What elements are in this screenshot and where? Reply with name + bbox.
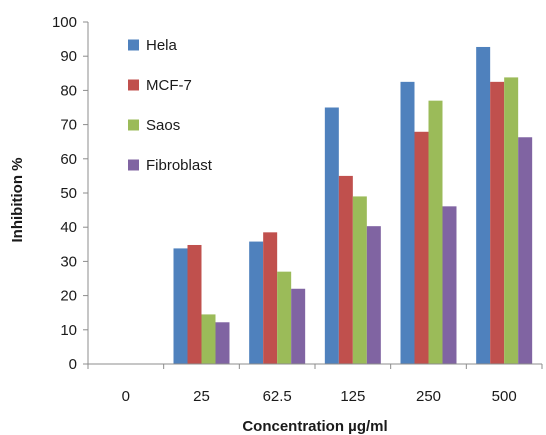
bar-hela-4: [400, 81, 415, 364]
x-tick-label: 25: [193, 388, 210, 405]
x-axis-title: Concentration µg/ml: [242, 418, 387, 435]
bar-hela-3: [324, 107, 339, 364]
bar-mcf-7-5: [490, 81, 505, 364]
bar-fibroblast-1: [215, 322, 230, 364]
bars-layer: [173, 46, 533, 365]
legend-swatch: [128, 159, 139, 171]
legend-swatch: [128, 39, 139, 51]
legend-label: Fibroblast: [146, 157, 213, 174]
bar-mcf-7-2: [263, 232, 278, 364]
bar-hela-1: [173, 248, 188, 364]
bar-saos-4: [428, 100, 443, 364]
y-tick-label: 0: [69, 356, 77, 373]
y-tick-label: 80: [60, 82, 77, 99]
bar-saos-5: [504, 77, 519, 365]
x-tick-label: 0: [122, 388, 130, 405]
bar-fibroblast-2: [291, 288, 306, 364]
y-ticks: 0 10 20 30 40 50 60 70 80 90 100: [52, 14, 88, 373]
legend-label: MCF-7: [146, 77, 192, 94]
bar-fibroblast-3: [366, 226, 381, 364]
x-tick-label: 500: [492, 388, 517, 405]
bar-mcf-7-4: [414, 131, 429, 364]
legend-swatch: [128, 119, 139, 131]
y-tick-label: 60: [60, 151, 77, 168]
y-tick-label: 10: [60, 322, 77, 339]
bar-saos-1: [201, 314, 216, 364]
legend-label: Hela: [146, 37, 178, 54]
bar-hela-5: [476, 46, 491, 364]
y-axis-title: Inhibition %: [9, 158, 26, 243]
bar-saos-2: [277, 271, 292, 364]
x-tick-label: 250: [416, 388, 441, 405]
y-tick-label: 50: [60, 185, 77, 202]
bar-mcf-7-1: [187, 244, 202, 364]
y-tick-label: 90: [60, 48, 77, 65]
x-ticks: 0 25 62.5 125 250 500: [87, 364, 543, 405]
bar-hela-2: [249, 241, 264, 364]
y-tick-label: 20: [60, 288, 77, 305]
y-tick-label: 100: [52, 14, 77, 31]
bar-fibroblast-5: [518, 137, 533, 364]
bar-mcf-7-3: [338, 175, 353, 364]
x-tick-label: 125: [340, 388, 365, 405]
y-tick-label: 40: [60, 219, 77, 236]
legend-swatch: [128, 79, 139, 91]
bar-fibroblast-4: [442, 206, 457, 364]
y-tick-label: 70: [60, 117, 77, 134]
bar-saos-3: [352, 196, 367, 364]
legend: Hela MCF-7 Saos Fibroblast: [128, 37, 213, 174]
y-tick-label: 30: [60, 253, 77, 270]
x-tick-label: 62.5: [263, 388, 292, 405]
axes-layer: [87, 22, 542, 365]
legend-label: Saos: [146, 117, 180, 134]
